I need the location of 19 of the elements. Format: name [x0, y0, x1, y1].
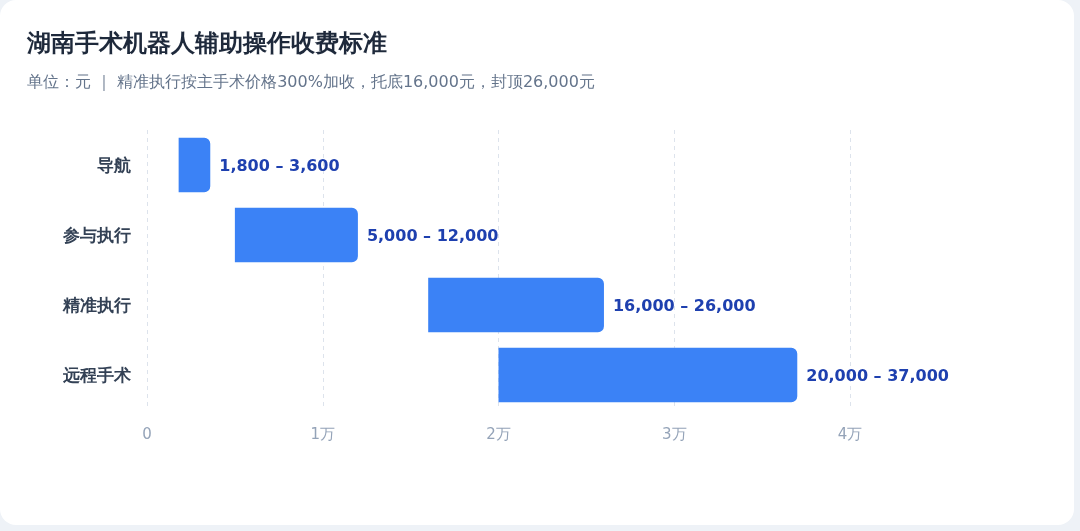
bar	[498, 347, 798, 403]
x-tick-label: 0	[142, 424, 152, 443]
x-tick-label: 2万	[486, 424, 511, 443]
annotation: 20,000 – 37,000	[806, 365, 949, 385]
chart-subtitle: 单位：元 ｜ 精准执行按主手术价格300%加收，托底16,000元，封顶26,000元	[27, 71, 595, 91]
y-tick-label: 远程手术	[62, 365, 131, 385]
bar	[178, 137, 211, 193]
y-tick-label: 参与执行	[62, 225, 131, 245]
x-tick-label: 1万	[310, 424, 336, 443]
x-tick-label: 3万	[661, 424, 687, 443]
x-tick-label: 4万	[837, 424, 863, 443]
y-tick-label: 精准执行	[62, 295, 131, 315]
annotation: 5,000 – 12,000	[366, 225, 499, 245]
annotation: 1,800 – 3,600	[219, 155, 340, 175]
bar	[234, 207, 358, 263]
y-tick-label: 导航	[97, 155, 131, 175]
annotation: 16,000 – 26,000	[612, 295, 756, 315]
chart-title: 湖南手术机器人辅助操作收费标准	[26, 29, 387, 57]
bar	[428, 277, 604, 333]
